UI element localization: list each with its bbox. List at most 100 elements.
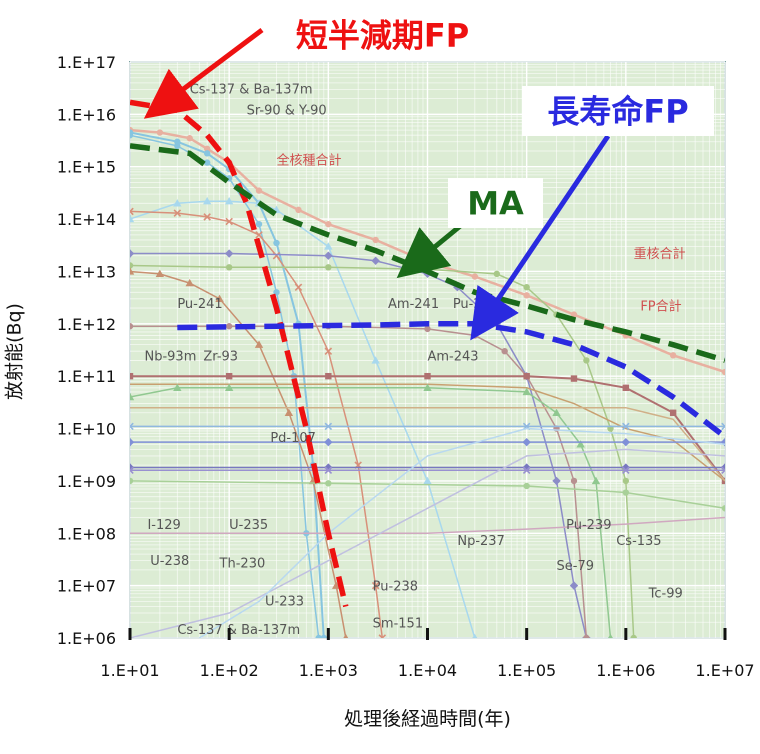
- callout-label: MA: [467, 185, 524, 223]
- series-label: FP合計: [640, 298, 681, 314]
- data-point: [173, 383, 182, 391]
- data-point: [173, 209, 182, 217]
- data-point: [721, 477, 725, 485]
- data-point: [203, 145, 211, 152]
- y-tick-label: 1.E+06: [57, 629, 116, 648]
- data-point: [324, 251, 333, 260]
- data-point: [523, 482, 530, 490]
- data-point: [224, 196, 234, 205]
- y-tick-label: 1.E+11: [57, 367, 116, 386]
- data-point: [130, 214, 135, 223]
- data-point: [203, 150, 211, 157]
- x-axis-label: 処理後経過時間(年): [344, 708, 511, 730]
- series-line: [130, 448, 725, 638]
- data-point: [325, 372, 332, 380]
- data-point: [130, 422, 134, 431]
- series-label: Pd-107: [270, 431, 316, 446]
- y-tick-label: 1.E+07: [57, 577, 116, 596]
- series-line: [198, 427, 725, 638]
- y-tick-label: 1.E+13: [57, 262, 116, 281]
- y-tick-label: 1.E+15: [57, 158, 116, 177]
- y-axis-label: 放射能(Bq): [3, 303, 26, 400]
- x-tick-label: 1.E+03: [299, 661, 358, 680]
- data-point: [523, 292, 530, 299]
- series-label: U-233: [265, 594, 304, 609]
- data-point: [324, 422, 333, 431]
- data-point: [320, 634, 327, 638]
- y-tick-label: 1.E+14: [57, 210, 116, 229]
- data-point: [523, 372, 530, 380]
- series-label: U-238: [150, 554, 189, 569]
- data-point: [371, 256, 380, 265]
- y-tick-label: 1.E+08: [57, 524, 116, 543]
- data-point: [325, 480, 332, 487]
- series-label: 全核種合計: [276, 153, 341, 169]
- data-point: [493, 270, 501, 278]
- data-point: [424, 325, 431, 333]
- series-label: Pu-241: [177, 297, 222, 312]
- data-point: [570, 477, 578, 485]
- data-point: [371, 356, 380, 364]
- data-point: [622, 477, 630, 485]
- callout-arrow: [143, 28, 264, 119]
- data-point: [522, 387, 531, 396]
- y-tick-label: 1.E+10: [57, 420, 116, 439]
- callout-layer: 短半減期FP 長寿命FP MA: [143, 10, 714, 341]
- series-label: Zr-93: [203, 349, 238, 364]
- data-point: [424, 372, 431, 380]
- y-tick-label: 1.E+12: [57, 315, 116, 334]
- data-point: [721, 368, 725, 376]
- data-point: [570, 311, 578, 318]
- data-point: [621, 437, 631, 447]
- series-label: Am-243: [428, 349, 479, 364]
- data-point: [215, 294, 224, 303]
- series-label: Se-79: [557, 559, 594, 574]
- data-point: [225, 264, 233, 271]
- data-point: [423, 383, 432, 391]
- series-line: [130, 516, 725, 535]
- data-point: [255, 231, 263, 239]
- data-point: [295, 206, 302, 214]
- series-label: Cs-137 & Ba-137m: [190, 83, 313, 98]
- data-point: [522, 466, 531, 474]
- data-point: [471, 273, 479, 280]
- data-point: [721, 422, 725, 431]
- data-point: [591, 476, 601, 485]
- data-point: [378, 634, 387, 638]
- y-tick-label: 1.E+09: [57, 472, 116, 491]
- series-label: U-235: [229, 518, 268, 533]
- data-point: [155, 269, 165, 278]
- series-label: Cs-137 & Ba-137m: [177, 623, 300, 638]
- data-point: [576, 440, 585, 448]
- data-point: [569, 581, 579, 590]
- data-point: [331, 581, 341, 589]
- data-point: [324, 347, 333, 355]
- data-point: [324, 437, 333, 447]
- data-point: [325, 264, 332, 271]
- data-point: [522, 437, 531, 447]
- data-point: [583, 634, 590, 638]
- data-point: [284, 408, 294, 416]
- data-point: [255, 187, 263, 194]
- series-label: Tc-99: [648, 586, 683, 601]
- data-point: [255, 220, 263, 228]
- callout-box: [270, 10, 495, 60]
- data-point: [583, 357, 590, 364]
- data-point: [343, 633, 349, 638]
- data-point: [185, 278, 194, 287]
- data-point: [471, 332, 479, 339]
- data-point: [174, 142, 181, 150]
- data-point: [630, 634, 637, 638]
- data-point: [501, 347, 508, 355]
- x-tick-label: 1.E+04: [398, 661, 457, 680]
- data-point: [423, 476, 432, 485]
- data-point: [225, 372, 233, 380]
- y-tick-label: 1.E+16: [57, 105, 116, 124]
- callout-box: [522, 86, 714, 136]
- data-point: [130, 323, 134, 330]
- data-point: [130, 132, 134, 139]
- data-point: [130, 477, 134, 485]
- data-point: [225, 323, 233, 330]
- data-point: [523, 284, 530, 291]
